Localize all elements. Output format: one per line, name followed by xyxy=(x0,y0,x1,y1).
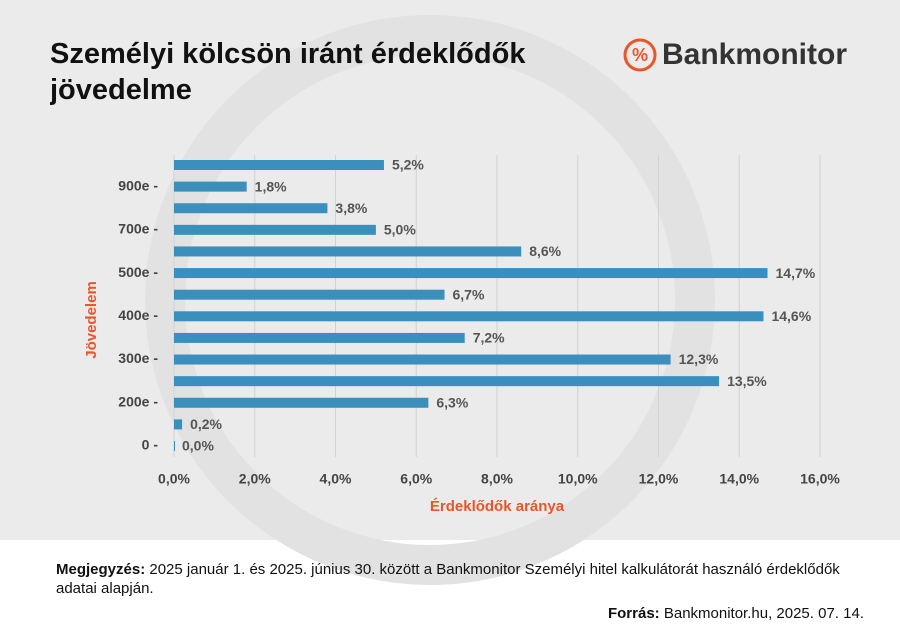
value-label: 1,8% xyxy=(255,178,287,194)
value-label: 5,0% xyxy=(384,222,416,238)
bar xyxy=(174,397,429,408)
x-tick-label: 6,0% xyxy=(400,471,432,487)
bar xyxy=(174,441,175,451)
y-tick-label: 200e - xyxy=(118,393,158,409)
bar xyxy=(174,332,465,343)
x-tick-label: 2,0% xyxy=(239,471,271,487)
value-label: 14,7% xyxy=(776,265,816,281)
chart-title: Személyi kölcsön iránt érdeklődők jövede… xyxy=(50,38,526,106)
y-tick-label: 900e - xyxy=(118,177,158,193)
source-label: Forrás: xyxy=(607,605,660,622)
value-label: 7,2% xyxy=(473,330,505,346)
y-axis-title: Jövedelem xyxy=(83,281,100,359)
value-label: 14,6% xyxy=(771,308,811,324)
note-text: 2025 január 1. és 2025. június 30. közöt… xyxy=(56,561,840,597)
y-tick-label: 0 - xyxy=(142,437,159,453)
value-label: 12,3% xyxy=(679,351,719,367)
value-label: 0,2% xyxy=(190,416,222,432)
y-tick-label: 500e - xyxy=(118,264,158,280)
value-label: 3,8% xyxy=(335,200,367,216)
x-tick-label: 8,0% xyxy=(481,471,513,487)
bar xyxy=(174,268,768,279)
x-tick-label: 16,0% xyxy=(800,471,840,487)
value-label: 6,3% xyxy=(436,394,468,410)
value-label: 8,6% xyxy=(529,243,561,259)
bar xyxy=(174,354,671,365)
logo-symbol: % xyxy=(632,45,648,65)
x-tick-label: 0,0% xyxy=(158,471,190,487)
source-box: Forrás: Bankmonitor.hu, 2025. 07. 14. xyxy=(400,604,864,624)
value-label: 6,7% xyxy=(453,286,485,302)
x-axis-title: Érdeklődők aránya xyxy=(430,498,565,515)
logo-icon xyxy=(623,38,657,72)
title-box: Személyi kölcsön iránt érdeklődők jövede… xyxy=(50,38,526,106)
bar xyxy=(174,224,376,235)
note-label: Megjegyzés: xyxy=(56,561,146,578)
source: Forrás: Bankmonitor.hu, 2025. 07. 14. xyxy=(400,604,864,624)
bar xyxy=(174,376,720,387)
note-box: Megjegyzés: 2025 január 1. és 2025. júni… xyxy=(56,560,856,598)
x-tick-label: 4,0% xyxy=(320,471,352,487)
bar xyxy=(174,203,328,214)
bar xyxy=(174,419,183,430)
x-tick-label: 12,0% xyxy=(639,471,679,487)
x-tick-label: 14,0% xyxy=(719,471,759,487)
value-label: 0,0% xyxy=(182,438,214,454)
bar xyxy=(174,311,764,322)
y-tick-label: 400e - xyxy=(118,307,158,323)
logo-name: Bankmonitor xyxy=(662,38,847,71)
x-tick-label: 10,0% xyxy=(558,471,598,487)
value-label: 5,2% xyxy=(392,157,424,173)
bar xyxy=(174,246,522,257)
value-label: 13,5% xyxy=(727,373,767,389)
y-tick-label: 700e - xyxy=(118,221,158,237)
y-tick-label: 300e - xyxy=(118,350,158,366)
bar xyxy=(174,181,247,192)
watermark xyxy=(145,15,715,585)
bar xyxy=(174,160,384,170)
bar xyxy=(174,289,445,300)
note: Megjegyzés: 2025 január 1. és 2025. júni… xyxy=(56,560,856,598)
source-text: Bankmonitor.hu, 2025. 07. 14. xyxy=(663,605,864,622)
